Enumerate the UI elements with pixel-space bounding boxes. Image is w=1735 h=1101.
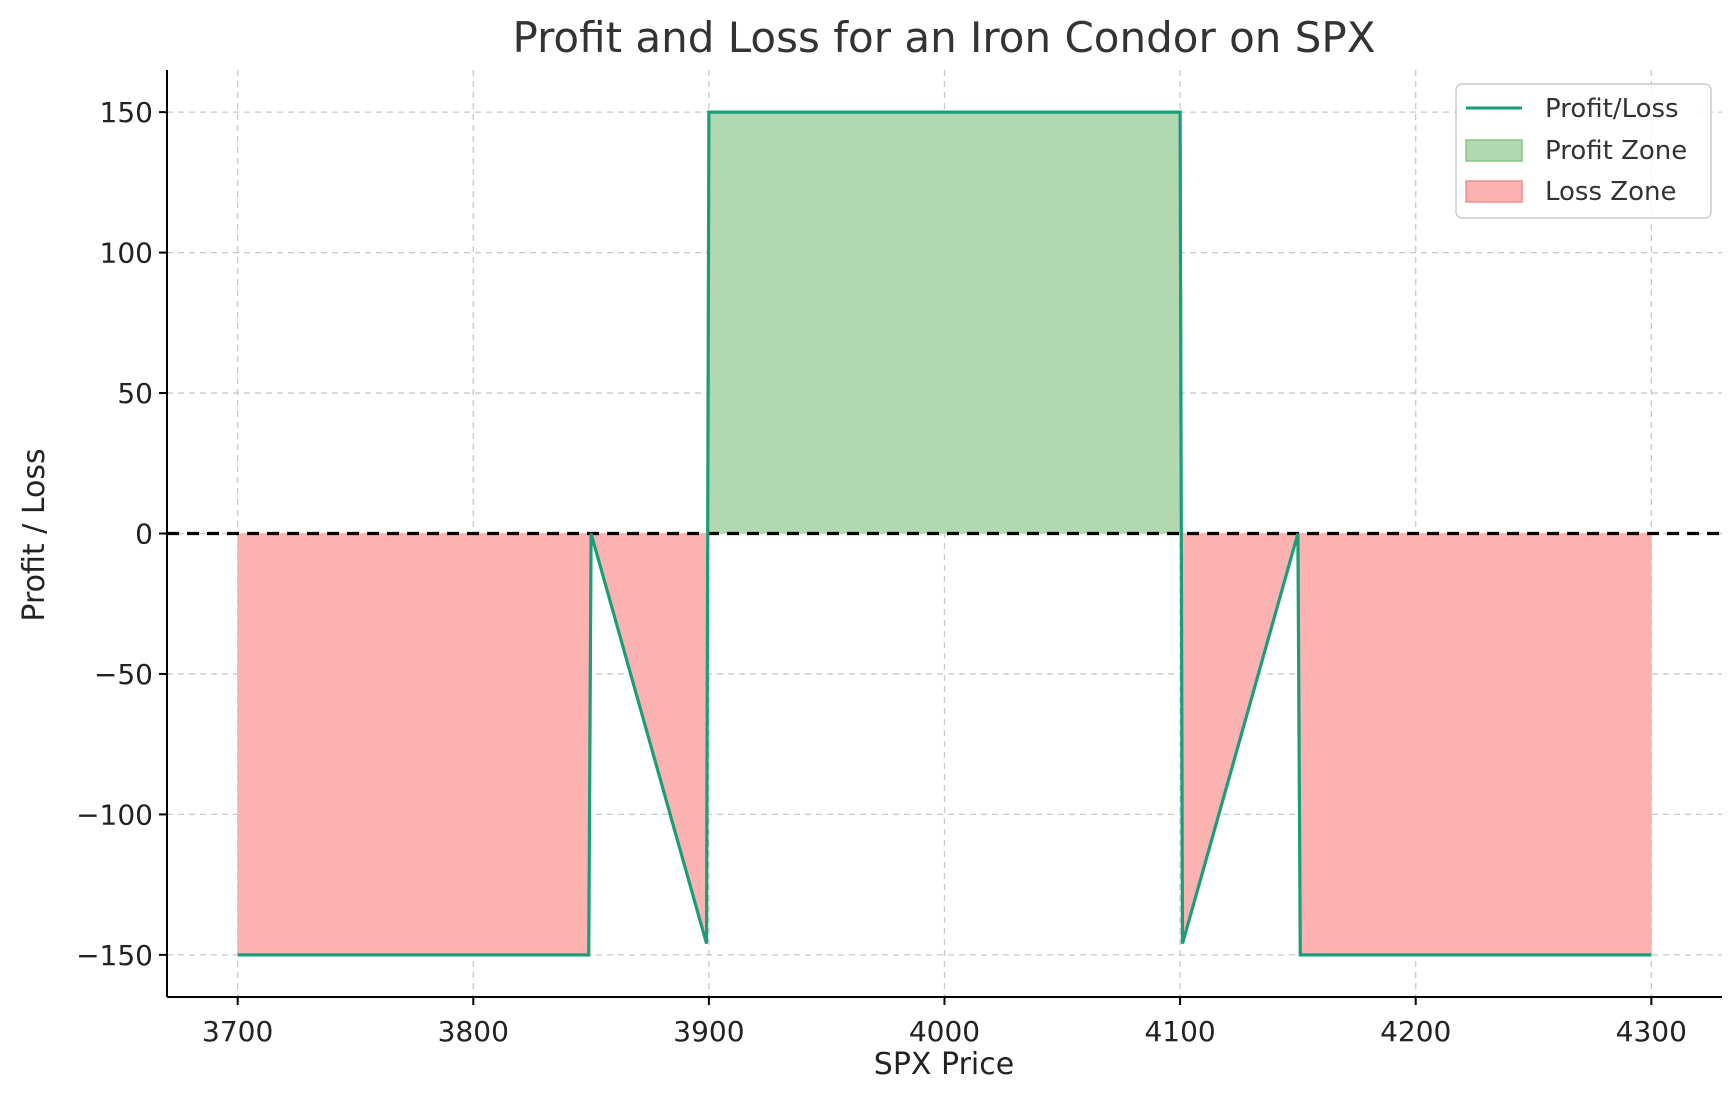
legend: Profit/Loss Profit Zone Loss Zone xyxy=(1455,83,1712,219)
loss-zone-fill xyxy=(1299,533,1652,956)
x-tick-label: 3800 xyxy=(438,1015,509,1048)
profit-zone-fill xyxy=(708,111,1181,534)
x-tick-label: 4300 xyxy=(1616,1015,1687,1048)
x-tick-label: 3700 xyxy=(202,1015,273,1048)
chart-title: Profit and Loss for an Iron Condor on SP… xyxy=(513,13,1376,62)
y-tick-label: −50 xyxy=(94,658,153,691)
x-tick-label: 4200 xyxy=(1380,1015,1451,1048)
y-tick-label: 0 xyxy=(135,518,153,551)
legend-profit-zone-swatch xyxy=(1465,139,1523,162)
tick-labels: 3700 3800 3900 4000 4100 4200 4300 −150 −100 −50 0… xyxy=(76,96,1687,1048)
y-tick-label: 100 xyxy=(100,237,153,270)
x-tick-label: 4100 xyxy=(1144,1015,1215,1048)
y-tick-label: 150 xyxy=(100,96,153,129)
loss-zone-fill xyxy=(237,533,590,956)
legend-loss-zone-swatch xyxy=(1465,180,1523,203)
y-tick-label: 50 xyxy=(117,377,153,410)
y-tick-label: −100 xyxy=(76,798,153,831)
profit-loss-line xyxy=(237,110,1652,957)
x-tick-label: 3900 xyxy=(673,1015,744,1048)
legend-label-profit-loss: Profit/Loss xyxy=(1545,94,1679,124)
x-axis-label: SPX Price xyxy=(874,1047,1014,1082)
profit-loss-series xyxy=(237,110,1652,957)
axes xyxy=(159,70,1722,1005)
y-tick-label: −150 xyxy=(76,939,153,972)
x-tick-label: 4000 xyxy=(909,1015,980,1048)
legend-label-profit-zone: Profit Zone xyxy=(1545,136,1687,166)
y-axis-label: Profit / Loss xyxy=(17,448,52,621)
legend-label-loss-zone: Loss Zone xyxy=(1545,177,1677,207)
